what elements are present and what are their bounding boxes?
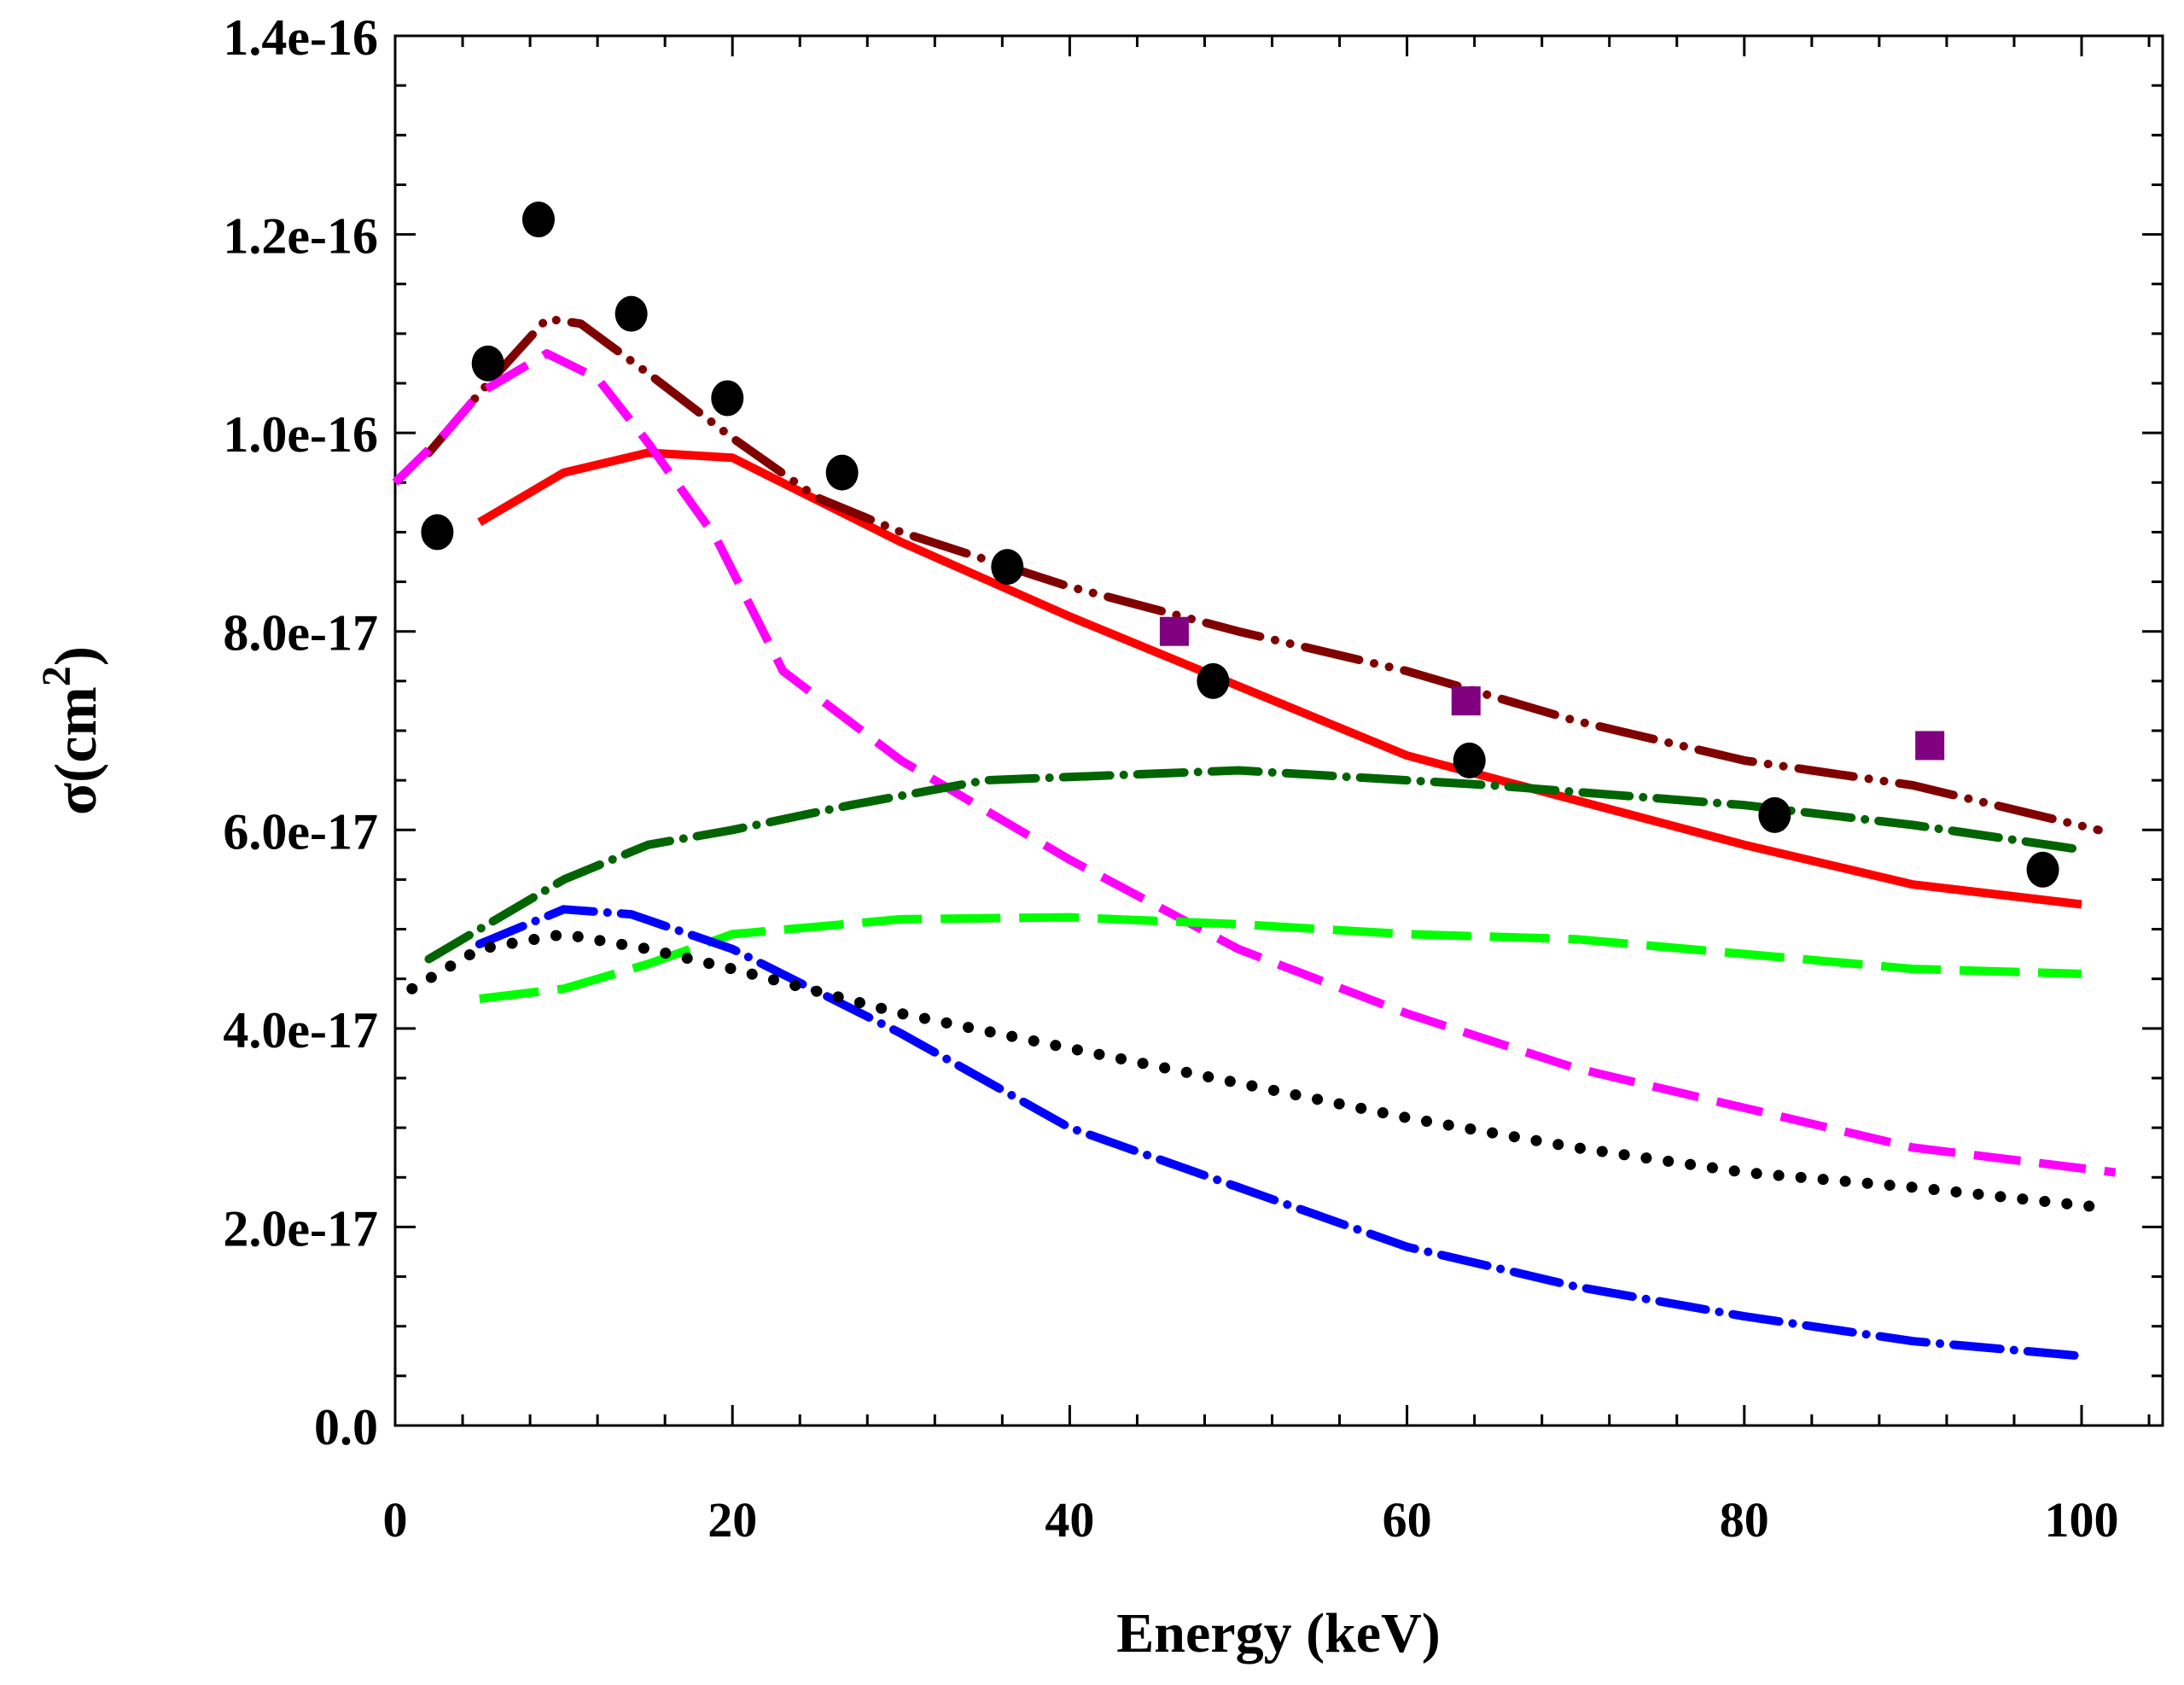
y-axis-title-superscript: 2 — [34, 666, 79, 686]
x-tick-labels: 0 20 40 60 80 100 — [383, 1492, 2119, 1548]
marker-black-circles — [521, 201, 555, 238]
y-tick-label: 4.0e-17 — [223, 1002, 378, 1058]
series-lines — [392, 314, 2117, 1361]
marker-black-circles — [614, 295, 648, 332]
y-tick-labels: 0.0 2.0e-17 4.0e-17 6.0e-17 8.0e-17 1.0e-16 1.… — [223, 9, 378, 1455]
y-tick-label: 1.2e-16 — [223, 208, 378, 265]
series-blue-dash-dot — [475, 905, 2086, 1361]
plot-frame — [393, 34, 2164, 1427]
axis-ticks — [393, 34, 2163, 1427]
series-darkgreen-dash-dot — [424, 766, 2086, 964]
data-markers — [421, 201, 2059, 888]
x-tick-label: 100 — [2045, 1492, 2119, 1548]
marker-black-circles — [711, 380, 744, 417]
series-magenta-dash — [392, 349, 2117, 1177]
x-axis-title: Energy (keV) — [1116, 1602, 1440, 1665]
y-axis-title-close: ) — [44, 646, 109, 666]
y-tick-label: 0.0 — [314, 1399, 378, 1455]
series-black-dotted — [406, 928, 2105, 1213]
x-tick-label: 0 — [383, 1492, 408, 1548]
series-red-solid — [477, 448, 2082, 909]
y-tick-label: 1.4e-16 — [223, 9, 378, 66]
x-tick-label: 60 — [1383, 1492, 1432, 1548]
y-tick-label: 8.0e-17 — [223, 605, 378, 662]
marker-black-circles — [421, 514, 454, 551]
y-axis-title: σ(cm2) — [34, 646, 109, 815]
marker-purple-squares — [1159, 616, 1189, 646]
y-tick-label: 2.0e-17 — [223, 1200, 378, 1256]
marker-black-circles — [991, 549, 1024, 586]
marker-black-circles — [1453, 742, 1486, 778]
y-tick-label: 6.0e-17 — [223, 803, 378, 860]
marker-purple-squares — [1451, 686, 1481, 716]
series-lime-long-dash — [479, 912, 2082, 1003]
x-tick-label: 80 — [1720, 1492, 1769, 1548]
y-axis-title-base: σ(cm — [44, 686, 109, 815]
marker-purple-squares — [1915, 731, 1945, 761]
marker-black-circles — [471, 345, 504, 382]
marker-black-circles — [825, 454, 859, 491]
marker-black-circles — [1197, 662, 1230, 699]
series-darkred-dash-dot-dot — [424, 314, 2103, 835]
marker-black-circles — [2026, 851, 2059, 888]
x-tick-label: 40 — [1045, 1492, 1094, 1548]
marker-black-circles — [1758, 796, 1791, 833]
y-tick-label: 1.0e-16 — [223, 406, 378, 463]
x-tick-label: 20 — [708, 1492, 757, 1548]
